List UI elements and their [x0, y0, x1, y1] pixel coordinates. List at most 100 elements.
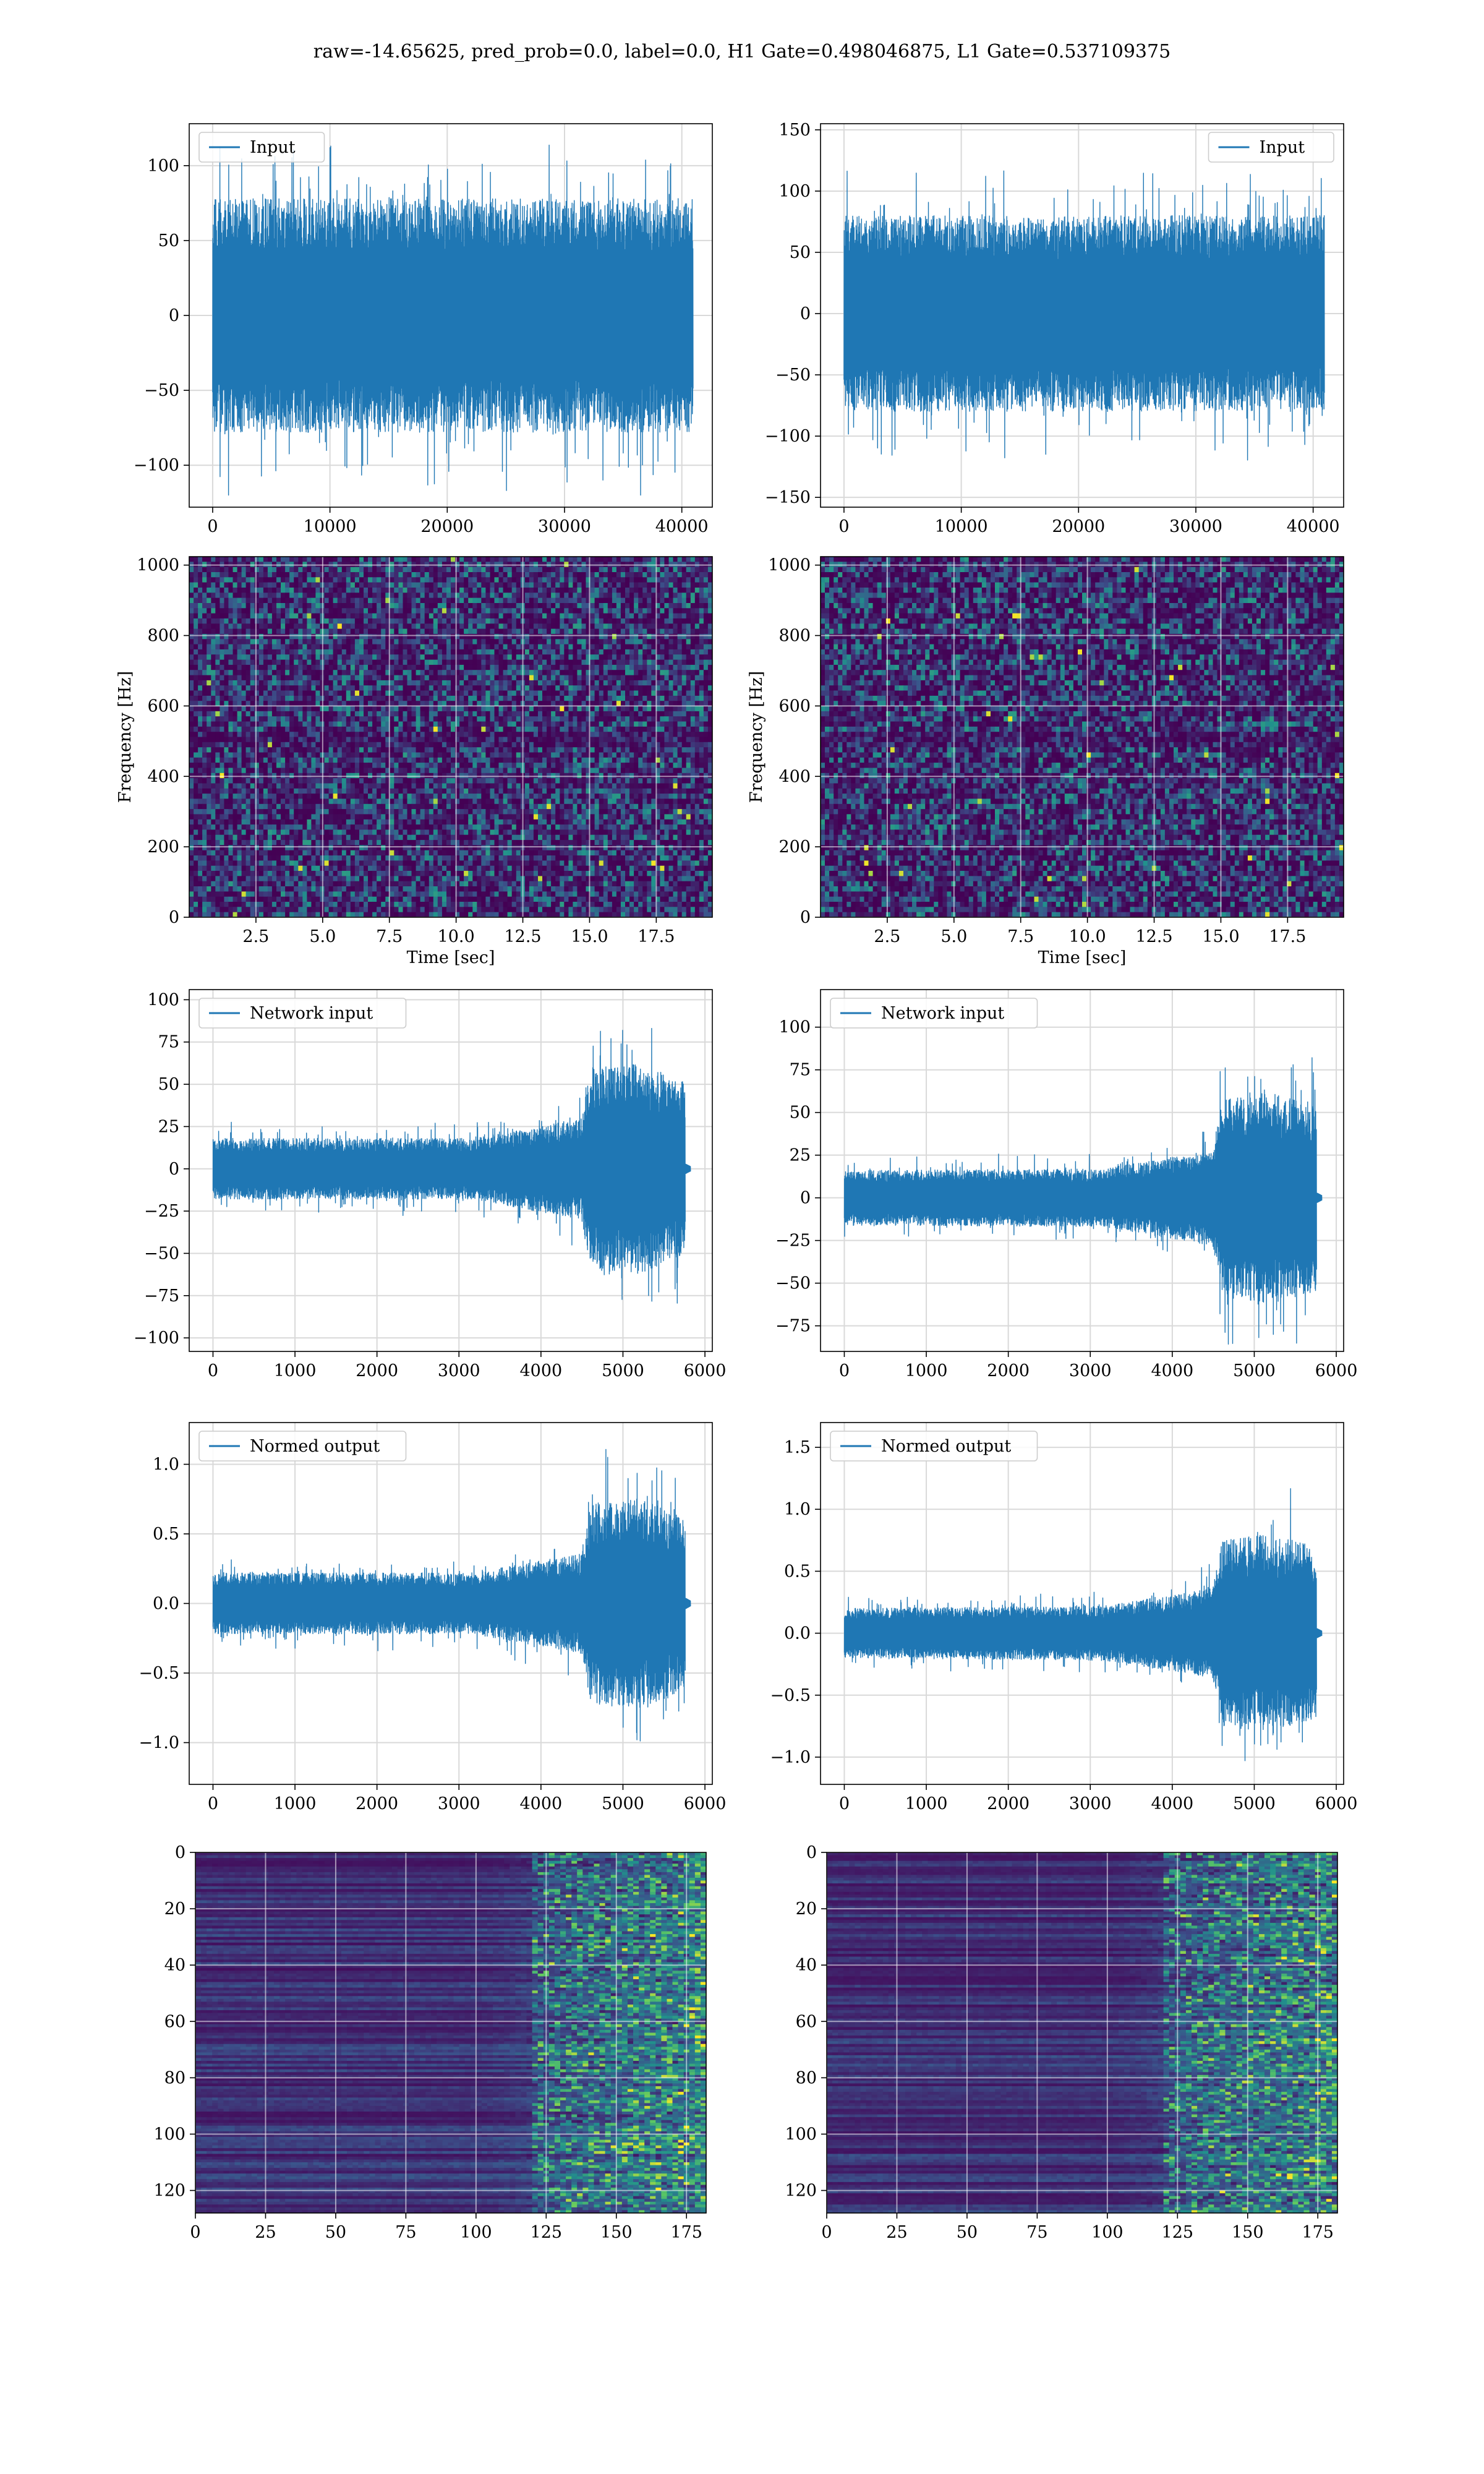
h1-network-input-series-tail [684, 1163, 691, 1175]
h1-spectrogram-ytick-label: 600 [147, 696, 179, 716]
l1-feature-map-xtick-label: 125 [1162, 2223, 1194, 2242]
l1-network-input-ytick-label: 50 [790, 1103, 811, 1123]
h1-network-input-legend: Network input [198, 998, 407, 1029]
l1-normed-output-ticks: 0 1000 2000 3000 4000 5000 6000 −1.0 −0.5 0.0 0.5 1… [770, 1438, 1357, 1813]
l1-spectrogram-ytick-label: 1000 [768, 556, 811, 575]
h1-feature-map-xtick-label: 175 [670, 2223, 702, 2242]
h1-input-ytick-label: 0 [169, 306, 179, 325]
l1-normed-output-ytick-label: −1.0 [770, 1748, 811, 1767]
l1-network-input-xtick-label: 3000 [1069, 1361, 1112, 1380]
panel-l1-normed-output: 0 1000 2000 3000 4000 5000 6000 −1.0 −0.5 0.0 0.5 1… [770, 1422, 1357, 1813]
h1-feature-map-ytick-label: 20 [164, 1899, 186, 1919]
l1-spectrogram-ytick-label: 0 [800, 908, 811, 927]
l1-normed-output-series-line [843, 1488, 1317, 1761]
l1-feature-map-ytick-label: 60 [796, 2012, 817, 2031]
l1-feature-map-plot-area [827, 1852, 1337, 2213]
h1-feature-map-xtick-label: 150 [600, 2223, 633, 2242]
l1-network-input-xtick-label: 1000 [905, 1361, 948, 1380]
l1-input-axes-frame [820, 123, 1344, 508]
l1-input-legend-label: Input [1260, 138, 1305, 157]
h1-feature-map-xtick-label: 100 [460, 2223, 492, 2242]
l1-spectrogram-xtick-label: 7.5 [1007, 927, 1034, 946]
l1-normed-output-ytick-label: 0.5 [784, 1562, 811, 1581]
h1-normed-output-ytick-label: 1.0 [153, 1455, 179, 1475]
l1-network-input-ticks: 0 1000 2000 3000 4000 5000 6000 −75 −50 −25 0 25 50 7… [775, 1018, 1357, 1380]
l1-spectrogram-ytick-label: 800 [778, 627, 811, 646]
l1-input-xtick-label: 10000 [935, 517, 988, 536]
panel-l1-input: 0 10000 20000 30000 40000 −150 −100 −50 0 50 100 15… [765, 121, 1344, 536]
l1-network-input-ytick-label: −50 [775, 1274, 811, 1293]
l1-normed-output-ytick-label: 0.0 [784, 1624, 811, 1643]
l1-network-input-series-line [843, 1057, 1317, 1345]
l1-network-input-ytick-label: 100 [778, 1018, 811, 1037]
l1-normed-output-xtick-label: 1000 [905, 1794, 948, 1813]
h1-network-input-ytick-label: 100 [147, 990, 179, 1009]
h1-spectrogram-xtick-label: 10.0 [438, 927, 475, 946]
h1-feature-map-grid [195, 1852, 706, 2213]
h1-spectrogram-xlabel: Time [sec] [407, 948, 495, 967]
l1-input-ytick-label: 100 [778, 182, 811, 201]
h1-input-xtick-label: 0 [207, 517, 218, 536]
l1-feature-map-ytick-label: 20 [796, 1899, 817, 1919]
h1-input-ytick-label: −50 [144, 381, 179, 400]
l1-feature-map-ytick-label: 40 [796, 1956, 817, 1975]
h1-spectrogram-xtick-label: 5.0 [309, 927, 336, 946]
l1-normed-output-axes-frame [820, 1422, 1344, 1785]
h1-normed-output-ytick-label: 0.0 [153, 1594, 179, 1614]
h1-input-ytick-label: 100 [147, 156, 179, 176]
h1-normed-output-xtick-label: 5000 [602, 1794, 644, 1813]
l1-input-ytick-label: 50 [790, 243, 811, 262]
l1-input-ticks: 0 10000 20000 30000 40000 −150 −100 −50 0 50 100 15… [765, 121, 1340, 536]
l1-spectrogram-ytick-label: 200 [778, 837, 811, 857]
h1-normed-output-plot-area [189, 1423, 712, 1784]
h1-spectrogram-ytick-label: 0 [169, 908, 179, 927]
l1-network-input-ytick-label: −25 [775, 1231, 811, 1251]
h1-normed-output-ytick-label: −1.0 [139, 1734, 179, 1753]
l1-feature-map-xtick-label: 175 [1302, 2223, 1334, 2242]
h1-input-ticks: 0 10000 20000 30000 40000 −100 −50 0 50 100 [134, 156, 709, 536]
l1-network-input-xtick-label: 5000 [1233, 1361, 1276, 1380]
panel-h1-network-input: 0 1000 2000 3000 4000 5000 6000 −100 −75 −50 −25 0 2… [134, 989, 726, 1380]
l1-spectrogram-xlabel: Time [sec] [1038, 948, 1127, 967]
h1-input-ytick-label: −100 [134, 456, 179, 475]
h1-network-input-axes-frame [189, 989, 713, 1352]
h1-input-xtick-label: 30000 [538, 517, 591, 536]
h1-network-input-ytick-label: −100 [134, 1329, 179, 1348]
l1-network-input-xtick-label: 0 [839, 1361, 850, 1380]
l1-normed-output-ytick-label: −0.5 [770, 1686, 811, 1705]
h1-spectrogram-ytick-label: 200 [147, 837, 179, 857]
l1-network-input-legend: Network input [830, 998, 1038, 1029]
l1-normed-output-legend: Normed output [830, 1431, 1038, 1462]
l1-feature-map-ytick-label: 100 [785, 2125, 817, 2144]
h1-feature-map-xtick-label: 25 [255, 2223, 276, 2242]
l1-feature-map-ytick-label: 0 [806, 1843, 817, 1862]
l1-spectrogram-xtick-label: 15.0 [1202, 927, 1239, 946]
l1-spectrogram-xtick-label: 10.0 [1069, 927, 1106, 946]
h1-input-xtick-label: 40000 [655, 517, 709, 536]
l1-input-plot-area [821, 124, 1344, 507]
h1-feature-map-plot-area [195, 1852, 706, 2213]
h1-feature-map-ytick-label: 40 [164, 1956, 186, 1975]
l1-network-input-ytick-label: 0 [800, 1189, 811, 1208]
h1-normed-output-series-tail [684, 1598, 691, 1609]
h1-input-legend-box [198, 132, 325, 163]
l1-input-ytick-label: −50 [775, 366, 811, 385]
h1-network-input-xtick-label: 5000 [602, 1361, 644, 1380]
h1-spectrogram-xtick-label: 15.0 [571, 927, 608, 946]
l1-normed-output-series-tail [1315, 1628, 1323, 1638]
panel-h1-spectrogram: 2.5 5.0 7.5 10.0 12.5 15.0 17.5 0 200 400 600 800 10… [116, 556, 713, 967]
l1-input-xtick-label: 40000 [1287, 517, 1340, 536]
h1-network-input-ytick-label: −25 [144, 1202, 179, 1221]
h1-network-input-ytick-label: 75 [158, 1033, 179, 1052]
h1-normed-output-ytick-label: −0.5 [139, 1664, 179, 1683]
l1-feature-map-ytick-label: 80 [796, 2068, 817, 2087]
l1-normed-output-ytick-label: 1.0 [784, 1500, 811, 1519]
l1-normed-output-xtick-label: 6000 [1315, 1794, 1358, 1813]
panel-h1-feature-map: 0 25 50 75 100 125 150 175 0 20 40 60 80 100 120 [153, 1843, 707, 2242]
h1-feature-map-ytick-label: 0 [175, 1843, 186, 1862]
h1-spectrogram-xtick-label: 7.5 [376, 927, 403, 946]
l1-spectrogram-plot-area [821, 557, 1344, 917]
l1-input-xtick-label: 30000 [1169, 517, 1222, 536]
h1-network-input-ytick-label: 50 [158, 1075, 179, 1094]
h1-normed-output-xtick-label: 6000 [684, 1794, 727, 1813]
